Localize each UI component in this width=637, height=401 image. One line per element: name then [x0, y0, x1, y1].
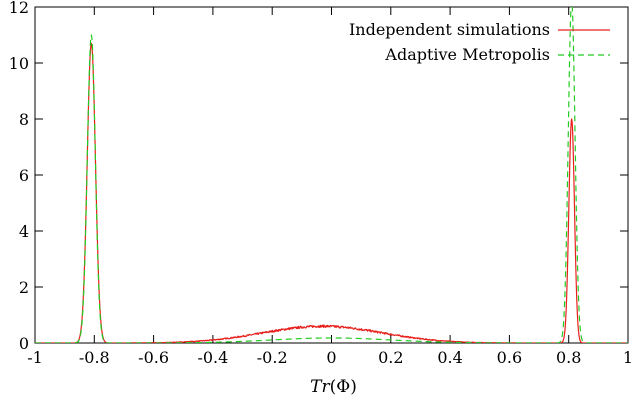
y-tick-label: 0: [19, 334, 29, 353]
y-tick-label: 4: [19, 222, 29, 241]
series-line-independent-simulations: [35, 42, 628, 343]
x-tick-label: 0.4: [437, 348, 462, 367]
x-tick-label: -0.6: [138, 348, 169, 367]
series-layer: [35, 7, 628, 343]
x-axis-title: Tr(Φ): [310, 377, 357, 397]
x-tick-label: -1: [27, 348, 43, 367]
x-tick-label: 0: [326, 348, 336, 367]
y-tick-label: 2: [19, 278, 29, 297]
x-axis-title-arg: (Φ): [330, 377, 357, 397]
x-tick-label: -0.2: [257, 348, 288, 367]
x-tick-label: 1: [623, 348, 633, 367]
x-tick-label: 0.8: [556, 348, 581, 367]
x-axis-title-symbol: Tr: [310, 377, 330, 397]
legend: Independent simulations Adaptive Metropo…: [349, 20, 610, 64]
x-tick-label: 0.2: [378, 348, 403, 367]
y-tick-label: 8: [19, 110, 29, 129]
x-tick-label: -0.8: [79, 348, 110, 367]
x-tick-label: 0.6: [497, 348, 522, 367]
y-tick-label: 10: [9, 54, 29, 73]
legend-label-independent-simulations: Independent simulations: [349, 20, 550, 39]
x-tick-label: -0.4: [197, 348, 228, 367]
tick-labels: -1 -0.8 -0.6 -0.4 -0.2 0 0.2 0.4 0.6 0.8 102468101…: [9, 0, 633, 367]
y-tick-label: 12: [9, 0, 29, 17]
y-tick-label: 6: [19, 166, 29, 185]
series-line-adaptive-metropolis: [35, 7, 628, 343]
legend-label-adaptive-metropolis: Adaptive Metropolis: [384, 45, 550, 64]
